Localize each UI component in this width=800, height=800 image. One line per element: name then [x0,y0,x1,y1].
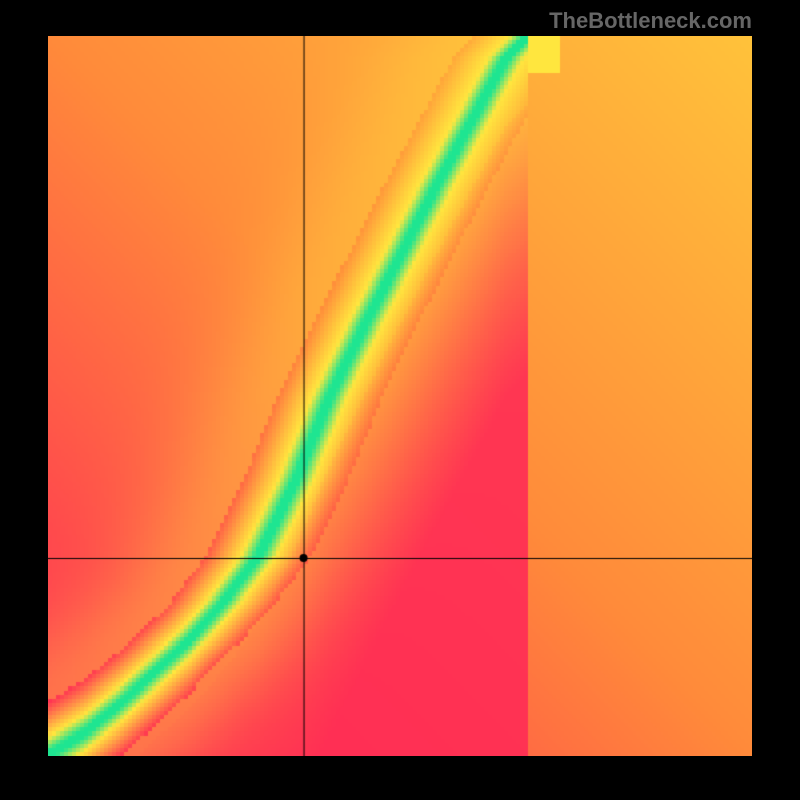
watermark-text: TheBottleneck.com [549,8,752,34]
heatmap-canvas [48,36,752,756]
chart-container: TheBottleneck.com [0,0,800,800]
